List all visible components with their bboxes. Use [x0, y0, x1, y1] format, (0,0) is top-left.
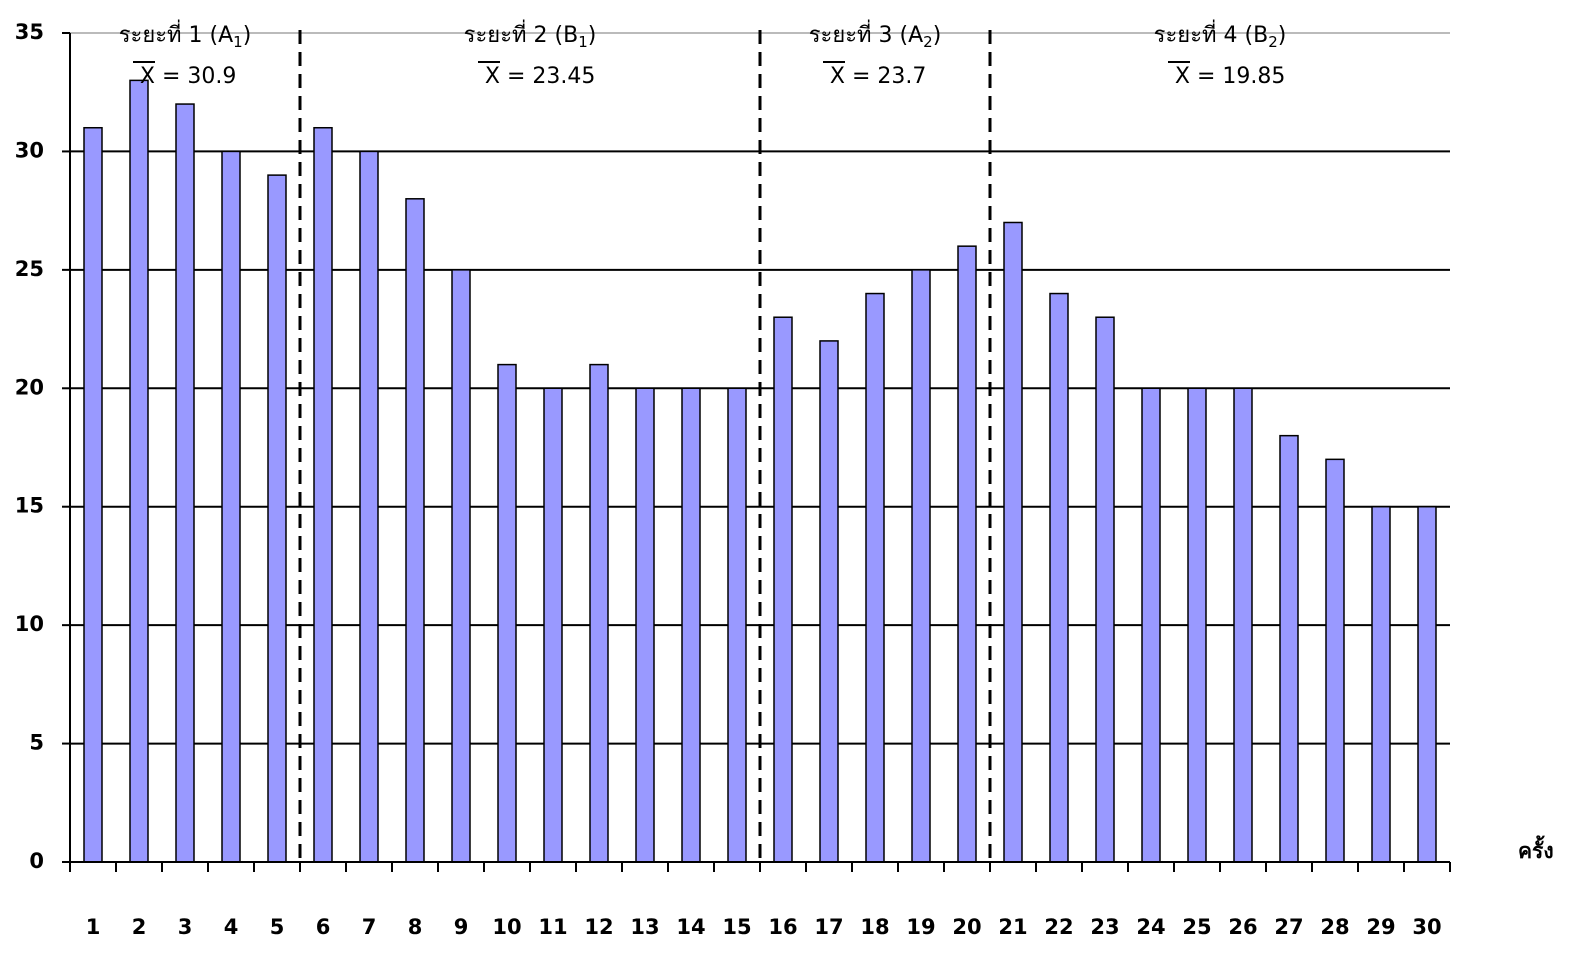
- bar: [773, 316, 793, 863]
- bar: [911, 269, 931, 863]
- bar: [1371, 505, 1391, 863]
- x-tick-label: 30: [1412, 915, 1441, 939]
- bar: [129, 79, 149, 863]
- bar: [543, 387, 563, 863]
- x-tick-label: 21: [998, 915, 1027, 939]
- bar: [221, 150, 241, 863]
- y-tick-label: 20: [15, 375, 44, 399]
- phase-label-part: 2: [923, 33, 933, 51]
- mean-symbol: X: [140, 64, 155, 89]
- x-tick-label: 18: [860, 915, 889, 939]
- bar: [451, 269, 471, 863]
- x-tick-label: 20: [952, 915, 981, 939]
- bar: [1233, 387, 1253, 863]
- y-tick-label: 10: [15, 612, 44, 636]
- bar: [865, 292, 885, 863]
- bar: [83, 126, 103, 863]
- phase-label-part: ระยะที่ 2 (B: [464, 19, 579, 48]
- phase-label-part: ): [588, 23, 597, 48]
- y-tick-label: 35: [15, 20, 44, 44]
- bar: [359, 150, 379, 863]
- y-tick-label: 25: [15, 257, 44, 281]
- phase-label-part: 2: [1268, 33, 1278, 51]
- x-tick-label: 22: [1044, 915, 1073, 939]
- y-tick-label: 5: [29, 731, 44, 755]
- bar: [1417, 505, 1437, 863]
- x-tick-label: 4: [224, 915, 239, 939]
- bar: [1279, 434, 1299, 863]
- bar: [589, 363, 609, 863]
- phase-label-part: 1: [578, 33, 588, 51]
- x-tick-label: 27: [1274, 915, 1303, 939]
- phase-label-part: 1: [233, 33, 243, 51]
- x-tick-label: 15: [722, 915, 751, 939]
- bar: [1187, 387, 1207, 863]
- mean-symbol: X: [1175, 64, 1190, 89]
- x-tick-label: 2: [132, 915, 147, 939]
- y-tick-label: 30: [15, 138, 44, 162]
- x-tick-label: 28: [1320, 915, 1349, 939]
- bar: [681, 387, 701, 863]
- bar: [957, 245, 977, 863]
- x-tick-label: 19: [906, 915, 935, 939]
- bar: [1325, 458, 1345, 863]
- phase-label-part: ระยะที่ 1 (A: [119, 19, 233, 48]
- bar: [1141, 387, 1161, 863]
- x-tick-label: 25: [1182, 915, 1211, 939]
- x-tick-label: 3: [178, 915, 193, 939]
- phase-label: ระยะที่ 1 (A1): [119, 19, 252, 51]
- x-tick-label: 8: [408, 915, 423, 939]
- x-tick-label: 13: [630, 915, 659, 939]
- phase-label-part: ): [933, 23, 942, 48]
- x-tick-label: 24: [1136, 915, 1165, 939]
- phase-label-part: ): [1278, 23, 1287, 48]
- phase-label-part: ): [243, 23, 252, 48]
- y-tick-label: 0: [29, 849, 44, 873]
- x-axis-label: ครั้ง: [1518, 835, 1554, 863]
- x-tick-label: 11: [538, 915, 567, 939]
- bar: [1095, 316, 1115, 863]
- x-tick-label: 7: [362, 915, 377, 939]
- y-tick-label: 15: [15, 494, 44, 518]
- phase-label: ระยะที่ 2 (B1): [464, 19, 597, 51]
- x-tick-label: 29: [1366, 915, 1395, 939]
- bar: [267, 174, 287, 863]
- bar: [497, 363, 517, 863]
- x-tick-label: 14: [676, 915, 705, 939]
- bar: [1049, 292, 1069, 863]
- mean-symbol: X: [485, 64, 500, 89]
- x-tick-label: 17: [814, 915, 843, 939]
- phase-label: ระยะที่ 3 (A2): [809, 19, 942, 51]
- x-tick-label: 9: [454, 915, 469, 939]
- x-tick-label: 26: [1228, 915, 1257, 939]
- x-tick-label: 10: [492, 915, 521, 939]
- bar: [1003, 221, 1023, 863]
- mean-value: = 23.45: [507, 64, 595, 89]
- bar: [727, 387, 747, 863]
- mean-symbol: X: [830, 64, 845, 89]
- x-tick-label: 5: [270, 915, 285, 939]
- phase-label-part: ระยะที่ 3 (A: [809, 19, 923, 48]
- mean-value: = 23.7: [852, 64, 926, 89]
- phase-label-part: ระยะที่ 4 (B: [1154, 19, 1269, 48]
- bar: [405, 198, 425, 863]
- x-tick-label: 23: [1090, 915, 1119, 939]
- bar: [819, 340, 839, 863]
- bar: [175, 103, 195, 863]
- bar: [313, 126, 333, 863]
- phase-label: ระยะที่ 4 (B2): [1154, 19, 1287, 51]
- bar: [635, 387, 655, 863]
- x-tick-label: 16: [768, 915, 797, 939]
- mean-value: = 19.85: [1197, 64, 1285, 89]
- mean-value: = 30.9: [162, 64, 236, 89]
- x-tick-label: 12: [584, 915, 613, 939]
- x-tick-label: 6: [316, 915, 331, 939]
- x-tick-label: 1: [86, 915, 101, 939]
